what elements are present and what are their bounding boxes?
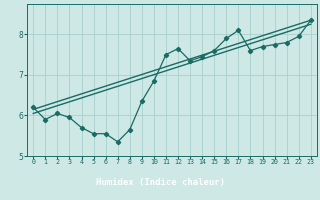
Text: Humidex (Indice chaleur): Humidex (Indice chaleur) [95, 178, 225, 187]
